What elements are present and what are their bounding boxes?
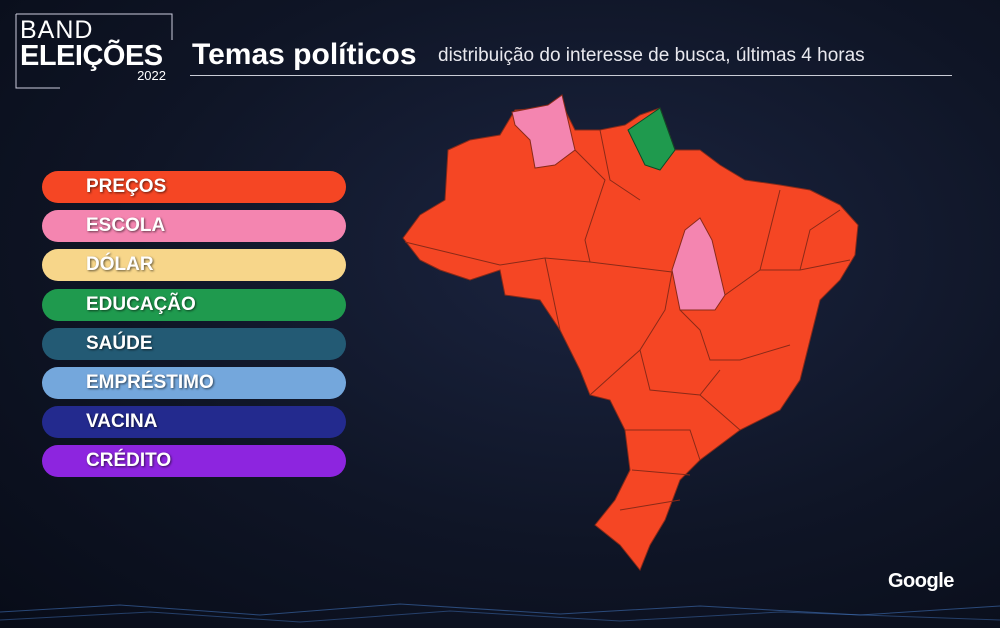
legend-item: SAÚDE	[42, 327, 346, 360]
logo-year: 2022	[137, 68, 166, 83]
logo-line2: ELEIÇÕES	[20, 40, 163, 72]
subtitle: distribuição do interesse de busca, últi…	[438, 45, 865, 66]
logo-line1: BAND	[20, 16, 94, 44]
region	[402, 99, 859, 571]
legend-item: PREÇOS	[42, 171, 346, 203]
region	[627, 107, 676, 171]
logo: BAND ELEIÇÕES 2022	[16, 14, 174, 86]
legend-item: ESCOLA	[42, 210, 346, 243]
state-borders	[404, 129, 851, 511]
legend-item: EDUCAÇÃO	[42, 288, 346, 321]
net-line	[0, 610, 1000, 623]
legend-item: EMPRÉSTIMO	[42, 367, 346, 399]
region	[671, 217, 726, 311]
title-rule	[190, 75, 952, 76]
logo-frame	[15, 13, 173, 89]
legend-item: VACINA	[42, 406, 346, 439]
region	[511, 94, 576, 169]
brand: Google	[888, 570, 954, 592]
title: Temas políticos	[192, 38, 417, 71]
legend-item: CRÉDITO	[42, 445, 346, 478]
legend-item: DÓLAR	[42, 249, 346, 282]
